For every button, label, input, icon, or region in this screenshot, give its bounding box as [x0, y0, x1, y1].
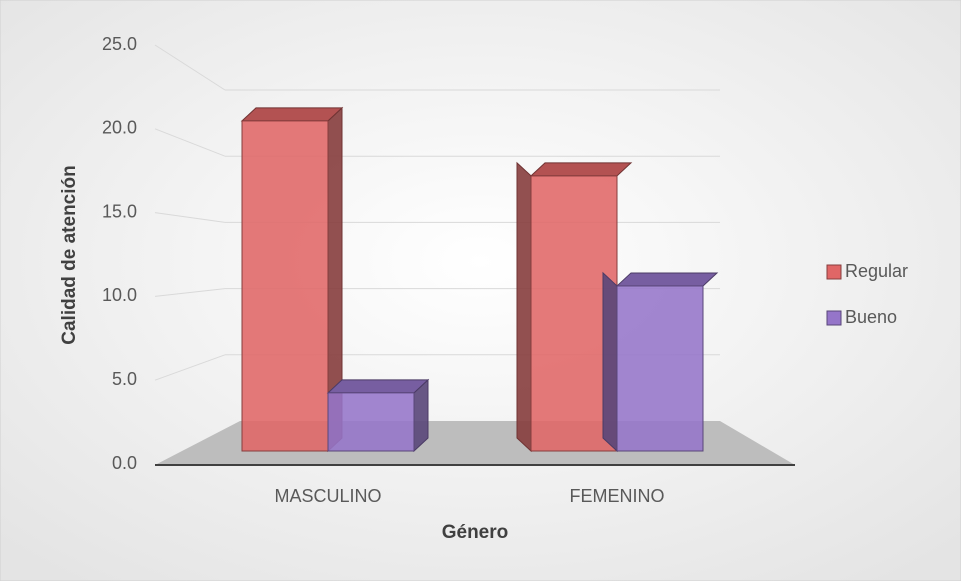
grid-line-side	[154, 288, 226, 297]
bar-front	[327, 392, 415, 452]
grid-line-side	[154, 212, 226, 223]
y-tick-label: 20.0	[102, 118, 137, 138]
grid-line-side	[154, 128, 226, 157]
legend-label: Bueno	[845, 307, 897, 327]
x-tick-label: MASCULINO	[274, 486, 381, 506]
y-tick-label: 0.0	[112, 453, 137, 473]
bar-front	[616, 285, 704, 452]
bar-front	[241, 120, 329, 452]
bar-top	[326, 379, 430, 394]
y-axis-title: Calidad de atención	[59, 165, 80, 344]
grid-line	[154, 44, 720, 91]
bar	[326, 378, 430, 453]
legend-label: Regular	[845, 261, 908, 281]
grid-line-side	[154, 354, 226, 381]
legend-swatch	[826, 310, 842, 326]
y-tick-label: 15.0	[102, 201, 137, 221]
legend-swatch	[826, 264, 842, 280]
bar-top	[240, 107, 344, 122]
grid-line-side	[154, 44, 226, 91]
bar	[240, 106, 344, 453]
bar-side	[516, 161, 532, 453]
bar-top	[529, 162, 633, 177]
y-tick-label: 5.0	[112, 369, 137, 389]
x-axis-title: Género	[442, 522, 509, 543]
bar	[602, 271, 719, 453]
x-tick-label: FEMENINO	[569, 486, 664, 506]
y-tick-label: 10.0	[102, 285, 137, 305]
y-tick-label: 25.0	[102, 34, 137, 54]
bar-side	[602, 271, 618, 453]
bar-top	[615, 272, 719, 287]
